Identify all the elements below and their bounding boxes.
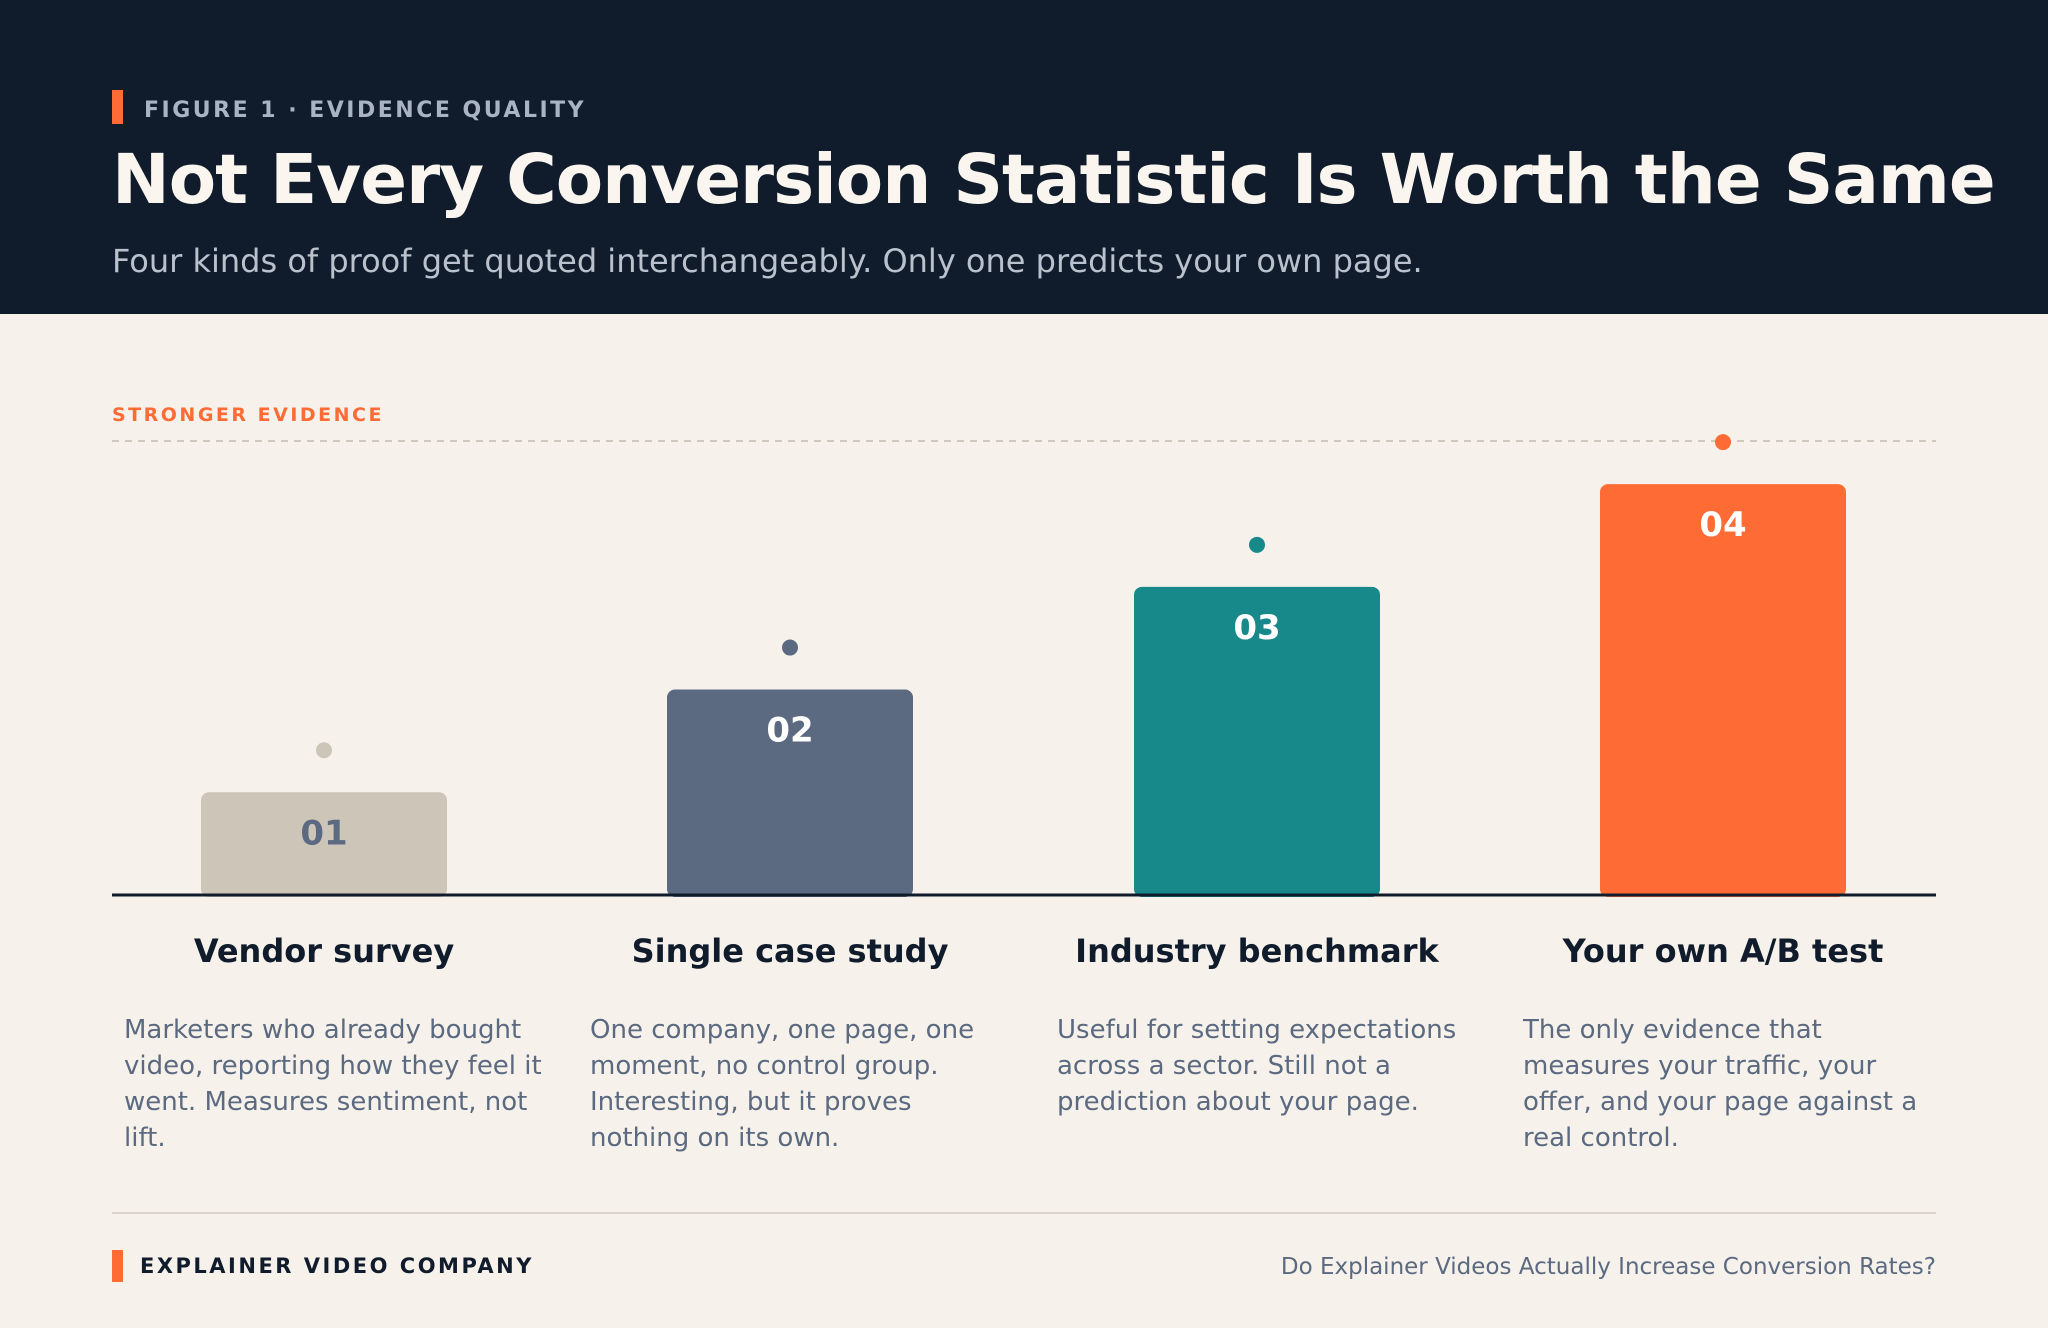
footer-brand: EXPLAINER VIDEO COMPANY: [140, 1254, 534, 1278]
header-band: FIGURE 1 · EVIDENCE QUALITY Not Every Co…: [0, 0, 2048, 314]
bar-label-01: 01: [300, 813, 347, 853]
bar-02: [667, 689, 913, 897]
category-title: Vendor survey: [193, 932, 455, 970]
footer-divider: [112, 1212, 1936, 1214]
bar-marker-dot-04: [1715, 434, 1731, 451]
footer-article-title: Do Explainer Videos Actually Increase Co…: [1280, 1254, 1936, 1280]
page-title: Not Every Conversion Statistic Is Worth …: [112, 140, 1996, 220]
bar-label-04: 04: [1699, 505, 1746, 545]
bar-04: [1600, 484, 1846, 897]
footer-accent-bar: [112, 1250, 123, 1282]
bar-label-03: 03: [1233, 608, 1280, 648]
kicker-accent-bar: [112, 90, 123, 124]
category-title: Single case study: [631, 932, 949, 970]
bar-03: [1134, 586, 1380, 897]
bar-01: [201, 792, 447, 897]
category-description: The only evidence that measures your tra…: [1523, 1015, 1918, 1153]
stronger-evidence-label: STRONGER EVIDENCE: [112, 404, 384, 426]
category-description: Marketers who already bought video, repo…: [124, 1015, 542, 1153]
category-title: Your own A/B test: [1562, 932, 1884, 970]
category-description: Useful for setting expectations across a…: [1057, 1015, 1457, 1117]
category-title: Industry benchmark: [1075, 932, 1439, 970]
bar-label-02: 02: [766, 711, 813, 751]
page-subtitle: Four kinds of proof get quoted interchan…: [112, 242, 1423, 280]
bar-marker-dot-01: [316, 742, 332, 759]
bar-marker-dot-03: [1249, 536, 1265, 553]
figure-kicker: FIGURE 1 · EVIDENCE QUALITY: [144, 98, 587, 123]
bar-marker-dot-02: [782, 639, 798, 656]
category-description: One company, one page, one moment, no co…: [590, 1015, 975, 1153]
bars-layer: 01 02 03 04: [201, 434, 1846, 897]
